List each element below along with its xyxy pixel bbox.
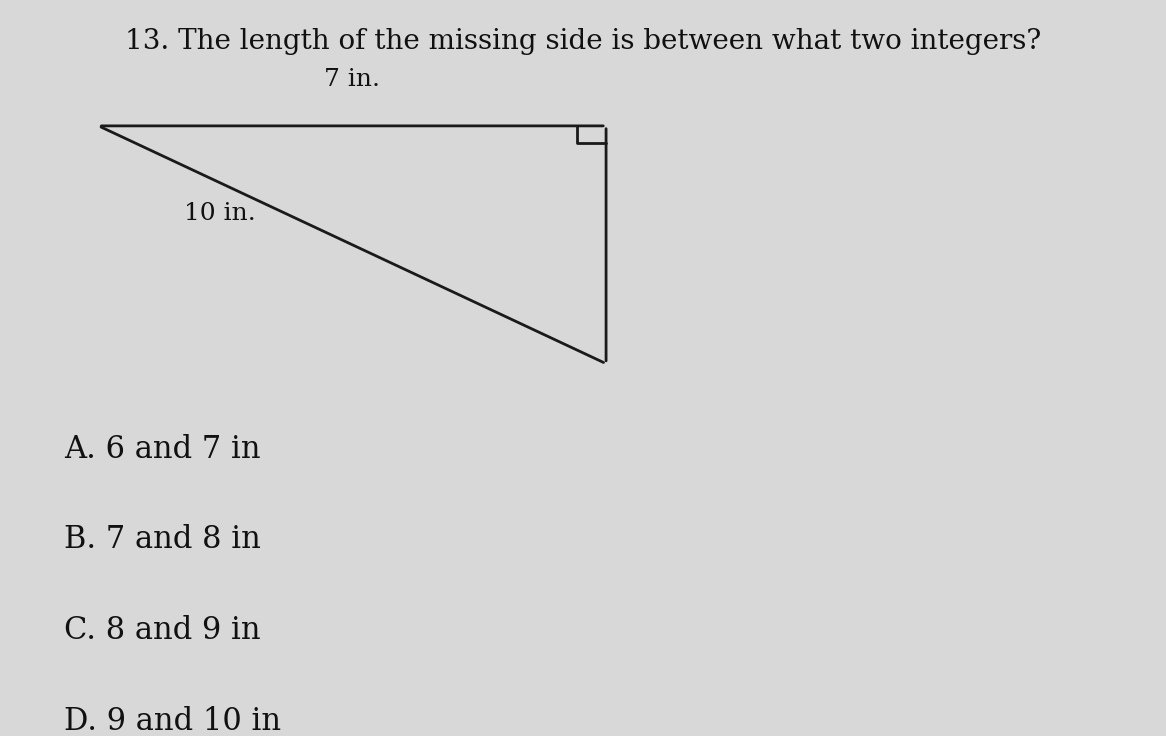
Text: 7 in.: 7 in. [324,68,380,91]
Text: C. 8 and 9 in: C. 8 and 9 in [64,615,260,646]
Text: B. 7 and 8 in: B. 7 and 8 in [64,525,261,556]
Text: 10 in.: 10 in. [184,202,255,224]
Text: D. 9 and 10 in: D. 9 and 10 in [64,707,281,736]
Text: A. 6 and 7 in: A. 6 and 7 in [64,434,260,464]
Text: 13. The length of the missing side is between what two integers?: 13. The length of the missing side is be… [125,28,1041,55]
